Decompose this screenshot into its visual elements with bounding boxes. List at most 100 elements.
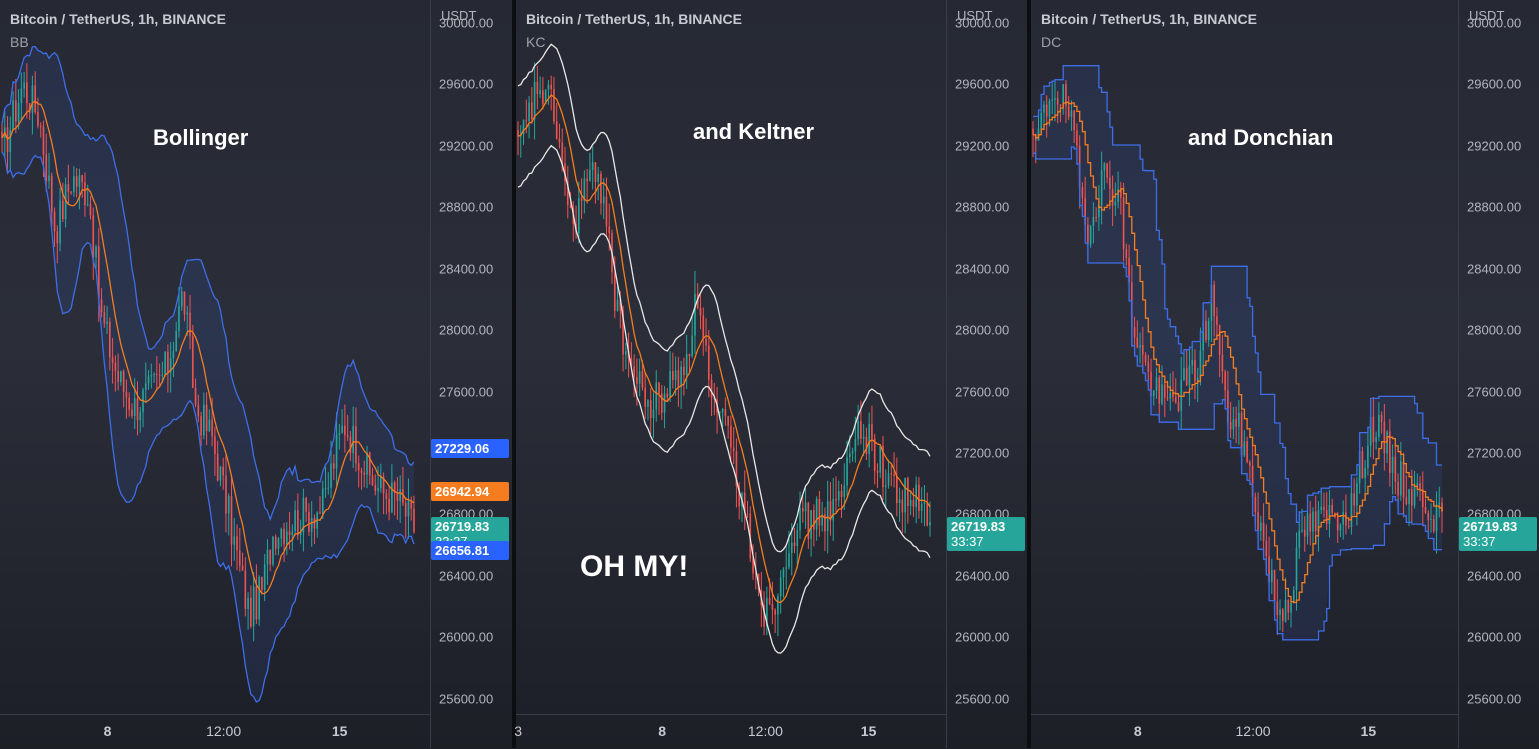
candle-body [835, 499, 837, 501]
indicator-label[interactable]: BB [10, 34, 29, 50]
candle-body [95, 246, 97, 258]
price-axis[interactable]: USDT 30000.00 29600.00 29200.00 28800.00 284… [946, 0, 1028, 748]
candle-body [1342, 512, 1344, 525]
indicator-label[interactable]: DC [1041, 34, 1062, 50]
candle-body [230, 496, 233, 545]
price-tick-label: 28400.00 [439, 261, 494, 277]
candle-body [813, 510, 815, 530]
time-axis[interactable]: 8 12:00 15 [1031, 714, 1458, 749]
donchian-plot[interactable] [1031, 0, 1458, 714]
candle-body [638, 371, 641, 384]
candle-body [790, 542, 793, 554]
candle-body [1345, 512, 1347, 526]
candle-body [169, 358, 172, 373]
candle-body [912, 500, 915, 507]
keltner-plot[interactable] [516, 0, 946, 714]
candle-body [404, 503, 407, 517]
candle-body [1306, 513, 1309, 537]
candle-body [1246, 441, 1248, 462]
candle-body [1158, 377, 1161, 404]
candle-body [1062, 84, 1065, 107]
candle-body [730, 425, 732, 448]
candle-body [721, 408, 724, 412]
bollinger-chart-panel[interactable]: Bitcoin / TetherUS, 1h, BINANCE BB Bolli… [0, 0, 512, 748]
price-tick-label: 26400.00 [955, 568, 1010, 584]
price-axis[interactable]: USDT 30000.00 29600.00 29200.00 28800.00 284… [430, 0, 513, 748]
candle-body [62, 200, 64, 220]
candle-body [616, 299, 619, 311]
candle-body [1202, 321, 1205, 351]
candle-body [1191, 359, 1194, 366]
candle-body [1287, 599, 1290, 613]
candle-body [865, 436, 868, 454]
candle-body [1150, 371, 1152, 397]
badge-value: 27229.06 [435, 440, 490, 456]
candle-body [1196, 377, 1199, 382]
candle-body [78, 175, 81, 187]
candle-body [1081, 187, 1084, 198]
candle-body [15, 100, 17, 122]
candle-body [388, 498, 390, 513]
candle-body [125, 391, 128, 398]
candle-body [702, 315, 705, 339]
candle-body [517, 130, 519, 137]
candle-body [732, 447, 735, 452]
candle-body [247, 597, 249, 609]
candle-body [64, 184, 67, 220]
candle-body [694, 293, 696, 336]
candle-body [846, 457, 848, 486]
bar-countdown: 33:37 [1463, 533, 1496, 549]
indicator-label[interactable]: KC [526, 34, 546, 50]
bollinger-plot[interactable] [0, 0, 430, 714]
keltner-chart-panel[interactable]: Bitcoin / TetherUS, 1h, BINANCE KC and K… [514, 0, 1028, 749]
candle-body [566, 181, 569, 205]
panel-divider[interactable] [1027, 0, 1031, 748]
candle-body [238, 550, 241, 566]
candle-body [685, 354, 688, 376]
candle-body [178, 306, 180, 331]
candle-body [785, 567, 788, 569]
candle-body [117, 370, 119, 383]
time-tick-label: 3 [514, 723, 523, 739]
candle-body [252, 586, 255, 627]
candle-body [879, 445, 882, 473]
candle-body [807, 502, 810, 539]
candle-body [652, 409, 655, 418]
candle-body [929, 522, 931, 526]
candle-body [1117, 189, 1119, 202]
panel-divider[interactable] [512, 0, 516, 748]
candle-body [39, 125, 42, 127]
candle-body [266, 550, 269, 565]
candle-body [857, 421, 859, 440]
candle-body [1213, 284, 1215, 317]
candle-body [291, 531, 294, 536]
symbol-title[interactable]: Bitcoin / TetherUS, 1h, BINANCE [1041, 11, 1257, 27]
symbol-title[interactable]: Bitcoin / TetherUS, 1h, BINANCE [526, 11, 742, 27]
candle-body [801, 508, 804, 512]
lower-band-line [1, 151, 415, 703]
candle-body [1265, 540, 1268, 557]
candle-body [211, 419, 213, 437]
candle-body [1229, 422, 1232, 430]
time-axis[interactable]: 8 12:00 15 [0, 714, 430, 749]
candle-body [12, 100, 14, 130]
candle-body [1032, 128, 1034, 135]
time-axis[interactable]: 3 8 12:00 15 [514, 714, 946, 749]
candle-body [743, 492, 746, 514]
price-axis[interactable]: USDT 30000.00 29600.00 29200.00 28800.00 284… [1458, 0, 1539, 748]
price-tick-label: 27200.00 [1467, 445, 1522, 461]
candle-body [28, 103, 31, 113]
candle-body [1185, 368, 1188, 386]
candle-body [45, 154, 48, 182]
candle-body [1177, 402, 1180, 411]
price-tick-label: 30000.00 [439, 15, 494, 31]
time-tick-label: 12:00 [747, 723, 783, 739]
candle-body [1235, 419, 1237, 427]
candle-body [144, 383, 147, 390]
candle-body [167, 351, 169, 373]
symbol-title[interactable]: Bitcoin / TetherUS, 1h, BINANCE [10, 11, 226, 27]
donchian-chart-panel[interactable]: Bitcoin / TetherUS, 1h, BINANCE DC and D… [1031, 0, 1539, 748]
candle-body [308, 511, 310, 532]
candle-body [804, 502, 807, 512]
candle-body [321, 488, 324, 514]
